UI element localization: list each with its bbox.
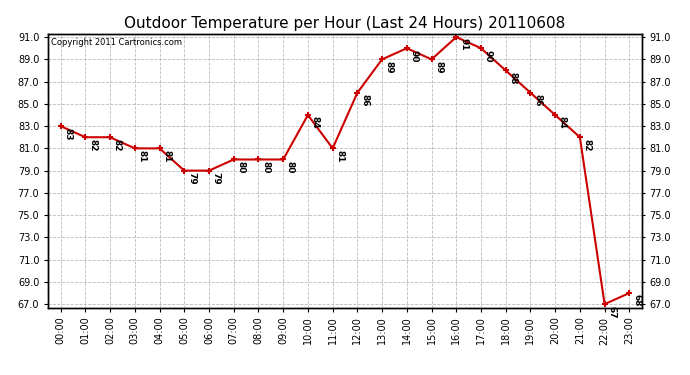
Text: 80: 80 [286,161,295,173]
Text: 67: 67 [607,306,616,318]
Text: 86: 86 [360,94,369,106]
Title: Outdoor Temperature per Hour (Last 24 Hours) 20110608: Outdoor Temperature per Hour (Last 24 Ho… [124,16,566,31]
Text: 84: 84 [558,116,567,129]
Text: 80: 80 [262,161,270,173]
Text: 82: 82 [88,139,97,151]
Text: 89: 89 [434,61,443,74]
Text: 91: 91 [459,39,468,51]
Text: 80: 80 [237,161,246,173]
Text: 84: 84 [310,116,319,129]
Text: 86: 86 [533,94,542,106]
Text: 90: 90 [410,50,419,62]
Text: 89: 89 [385,61,394,74]
Text: Copyright 2011 Cartronics.com: Copyright 2011 Cartronics.com [51,38,182,47]
Text: 81: 81 [137,150,146,162]
Text: 81: 81 [335,150,344,162]
Text: 90: 90 [484,50,493,62]
Text: 79: 79 [187,172,196,185]
Text: 83: 83 [63,128,72,140]
Text: 79: 79 [212,172,221,185]
Text: 82: 82 [113,139,122,151]
Text: 81: 81 [162,150,171,162]
Text: 88: 88 [509,72,518,84]
Text: 82: 82 [582,139,591,151]
Text: 68: 68 [632,294,641,307]
